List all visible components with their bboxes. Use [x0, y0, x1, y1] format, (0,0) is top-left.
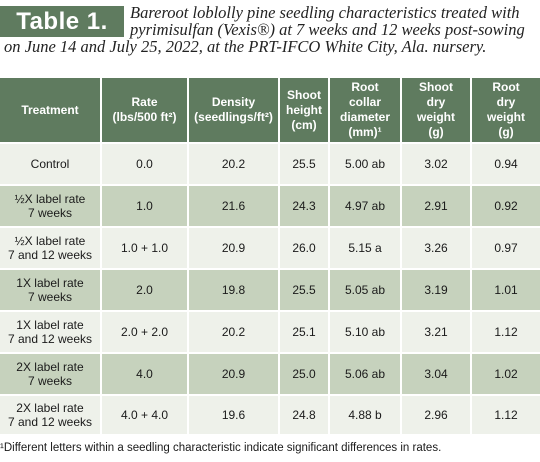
cell-treatment: 2X label rate 7 weeks	[0, 353, 102, 396]
table-row: 1X label rate 7 and 12 weeks 2.0 + 2.0 20.2…	[0, 311, 540, 354]
cell-root-collar-diameter: 5.06 ab	[329, 353, 402, 396]
cell-root-dry-weight: 1.02	[471, 353, 540, 396]
cell-rate: 0.0	[101, 143, 189, 186]
cell-treatment: 1X label rate 7 weeks	[0, 269, 102, 312]
cell-root-dry-weight: 1.12	[471, 395, 540, 436]
cell-treatment: Control	[0, 143, 102, 186]
cell-shoot-height: 26.0	[279, 227, 330, 270]
cell-root-dry-weight: 0.94	[471, 143, 540, 186]
cell-density: 21.6	[188, 185, 280, 228]
cell-density: 20.9	[188, 227, 280, 270]
cell-root-dry-weight: 0.92	[471, 185, 540, 228]
table-row: 2X label rate 7 and 12 weeks 4.0 + 4.0 19.6…	[0, 395, 540, 436]
cell-root-collar-diameter: 5.00 ab	[329, 143, 402, 186]
cell-root-dry-weight: 1.01	[471, 269, 540, 312]
table-number-badge: Table 1.	[0, 6, 124, 37]
table-footnote: ¹Different letters within a seedling cha…	[0, 442, 442, 454]
cell-root-dry-weight: 0.97	[471, 227, 540, 270]
table-caption: Bareroot loblolly pine seedling characte…	[4, 4, 536, 55]
cell-rate: 2.0 + 2.0	[101, 311, 189, 354]
cell-root-collar-diameter: 5.15 a	[329, 227, 402, 270]
header-root-collar-diameter: Root collar diameter (mm)¹	[329, 78, 402, 144]
header-shoot-dry-weight: Shoot dry weight (g)	[401, 78, 472, 144]
cell-rate: 4.0	[101, 353, 189, 396]
data-table-container: Treatment Rate (lbs/500 ft²) Density (seed…	[0, 78, 540, 440]
cell-treatment: 1X label rate 7 and 12 weeks	[0, 311, 102, 354]
table-row: ½X label rate 7 weeks 1.0 21.6 24.3 4.97 ab 2.…	[0, 185, 540, 228]
cell-treatment: ½X label rate 7 weeks	[0, 185, 102, 228]
header-treatment: Treatment	[0, 78, 102, 144]
header-row: Treatment Rate (lbs/500 ft²) Density (seed…	[0, 78, 540, 144]
table-header: Treatment Rate (lbs/500 ft²) Density (seed…	[0, 78, 540, 144]
cell-density: 19.8	[188, 269, 280, 312]
cell-root-collar-diameter: 5.05 ab	[329, 269, 402, 312]
cell-shoot-height: 25.0	[279, 353, 330, 396]
cell-shoot-dry-weight: 3.04	[401, 353, 472, 396]
cell-root-dry-weight: 1.12	[471, 311, 540, 354]
cell-density: 20.9	[188, 353, 280, 396]
table-row: Control 0.0 20.2 25.5 5.00 ab 3.02 0.94	[0, 143, 540, 186]
table-body: Control 0.0 20.2 25.5 5.00 ab 3.02 0.94 ½X labe…	[0, 143, 540, 436]
cell-rate: 2.0	[101, 269, 189, 312]
table-title-block: Table 1. Bareroot loblolly pine seedling…	[0, 0, 540, 78]
table-caption-text: Bareroot loblolly pine seedling characte…	[4, 3, 525, 56]
header-density: Density (seedlings/ft²)	[188, 78, 280, 144]
cell-treatment: 2X label rate 7 and 12 weeks	[0, 395, 102, 436]
cell-shoot-dry-weight: 2.91	[401, 185, 472, 228]
table-row: 2X label rate 7 weeks 4.0 20.9 25.0 5.06 ab 3.…	[0, 353, 540, 396]
cell-shoot-dry-weight: 3.21	[401, 311, 472, 354]
header-rate: Rate (lbs/500 ft²)	[101, 78, 189, 144]
cell-density: 20.2	[188, 311, 280, 354]
cell-root-collar-diameter: 5.10 ab	[329, 311, 402, 354]
table-row: ½X label rate 7 and 12 weeks 1.0 + 1.0 20.9…	[0, 227, 540, 270]
cell-shoot-height: 25.1	[279, 311, 330, 354]
cell-root-collar-diameter: 4.97 ab	[329, 185, 402, 228]
cell-shoot-dry-weight: 3.02	[401, 143, 472, 186]
seedling-characteristics-table: Treatment Rate (lbs/500 ft²) Density (seed…	[0, 78, 540, 436]
cell-root-collar-diameter: 4.88 b	[329, 395, 402, 436]
cell-shoot-height: 24.8	[279, 395, 330, 436]
cell-shoot-height: 25.5	[279, 269, 330, 312]
header-shoot-height: Shoot height (cm)	[279, 78, 330, 144]
cell-shoot-dry-weight: 3.26	[401, 227, 472, 270]
cell-rate: 1.0 + 1.0	[101, 227, 189, 270]
cell-density: 20.2	[188, 143, 280, 186]
cell-shoot-dry-weight: 2.96	[401, 395, 472, 436]
table-row: 1X label rate 7 weeks 2.0 19.8 25.5 5.05 ab 3.…	[0, 269, 540, 312]
cell-rate: 4.0 + 4.0	[101, 395, 189, 436]
cell-treatment: ½X label rate 7 and 12 weeks	[0, 227, 102, 270]
cell-shoot-height: 25.5	[279, 143, 330, 186]
cell-shoot-height: 24.3	[279, 185, 330, 228]
cell-density: 19.6	[188, 395, 280, 436]
cell-shoot-dry-weight: 3.19	[401, 269, 472, 312]
header-root-dry-weight: Root dry weight (g)	[471, 78, 540, 144]
cell-rate: 1.0	[101, 185, 189, 228]
